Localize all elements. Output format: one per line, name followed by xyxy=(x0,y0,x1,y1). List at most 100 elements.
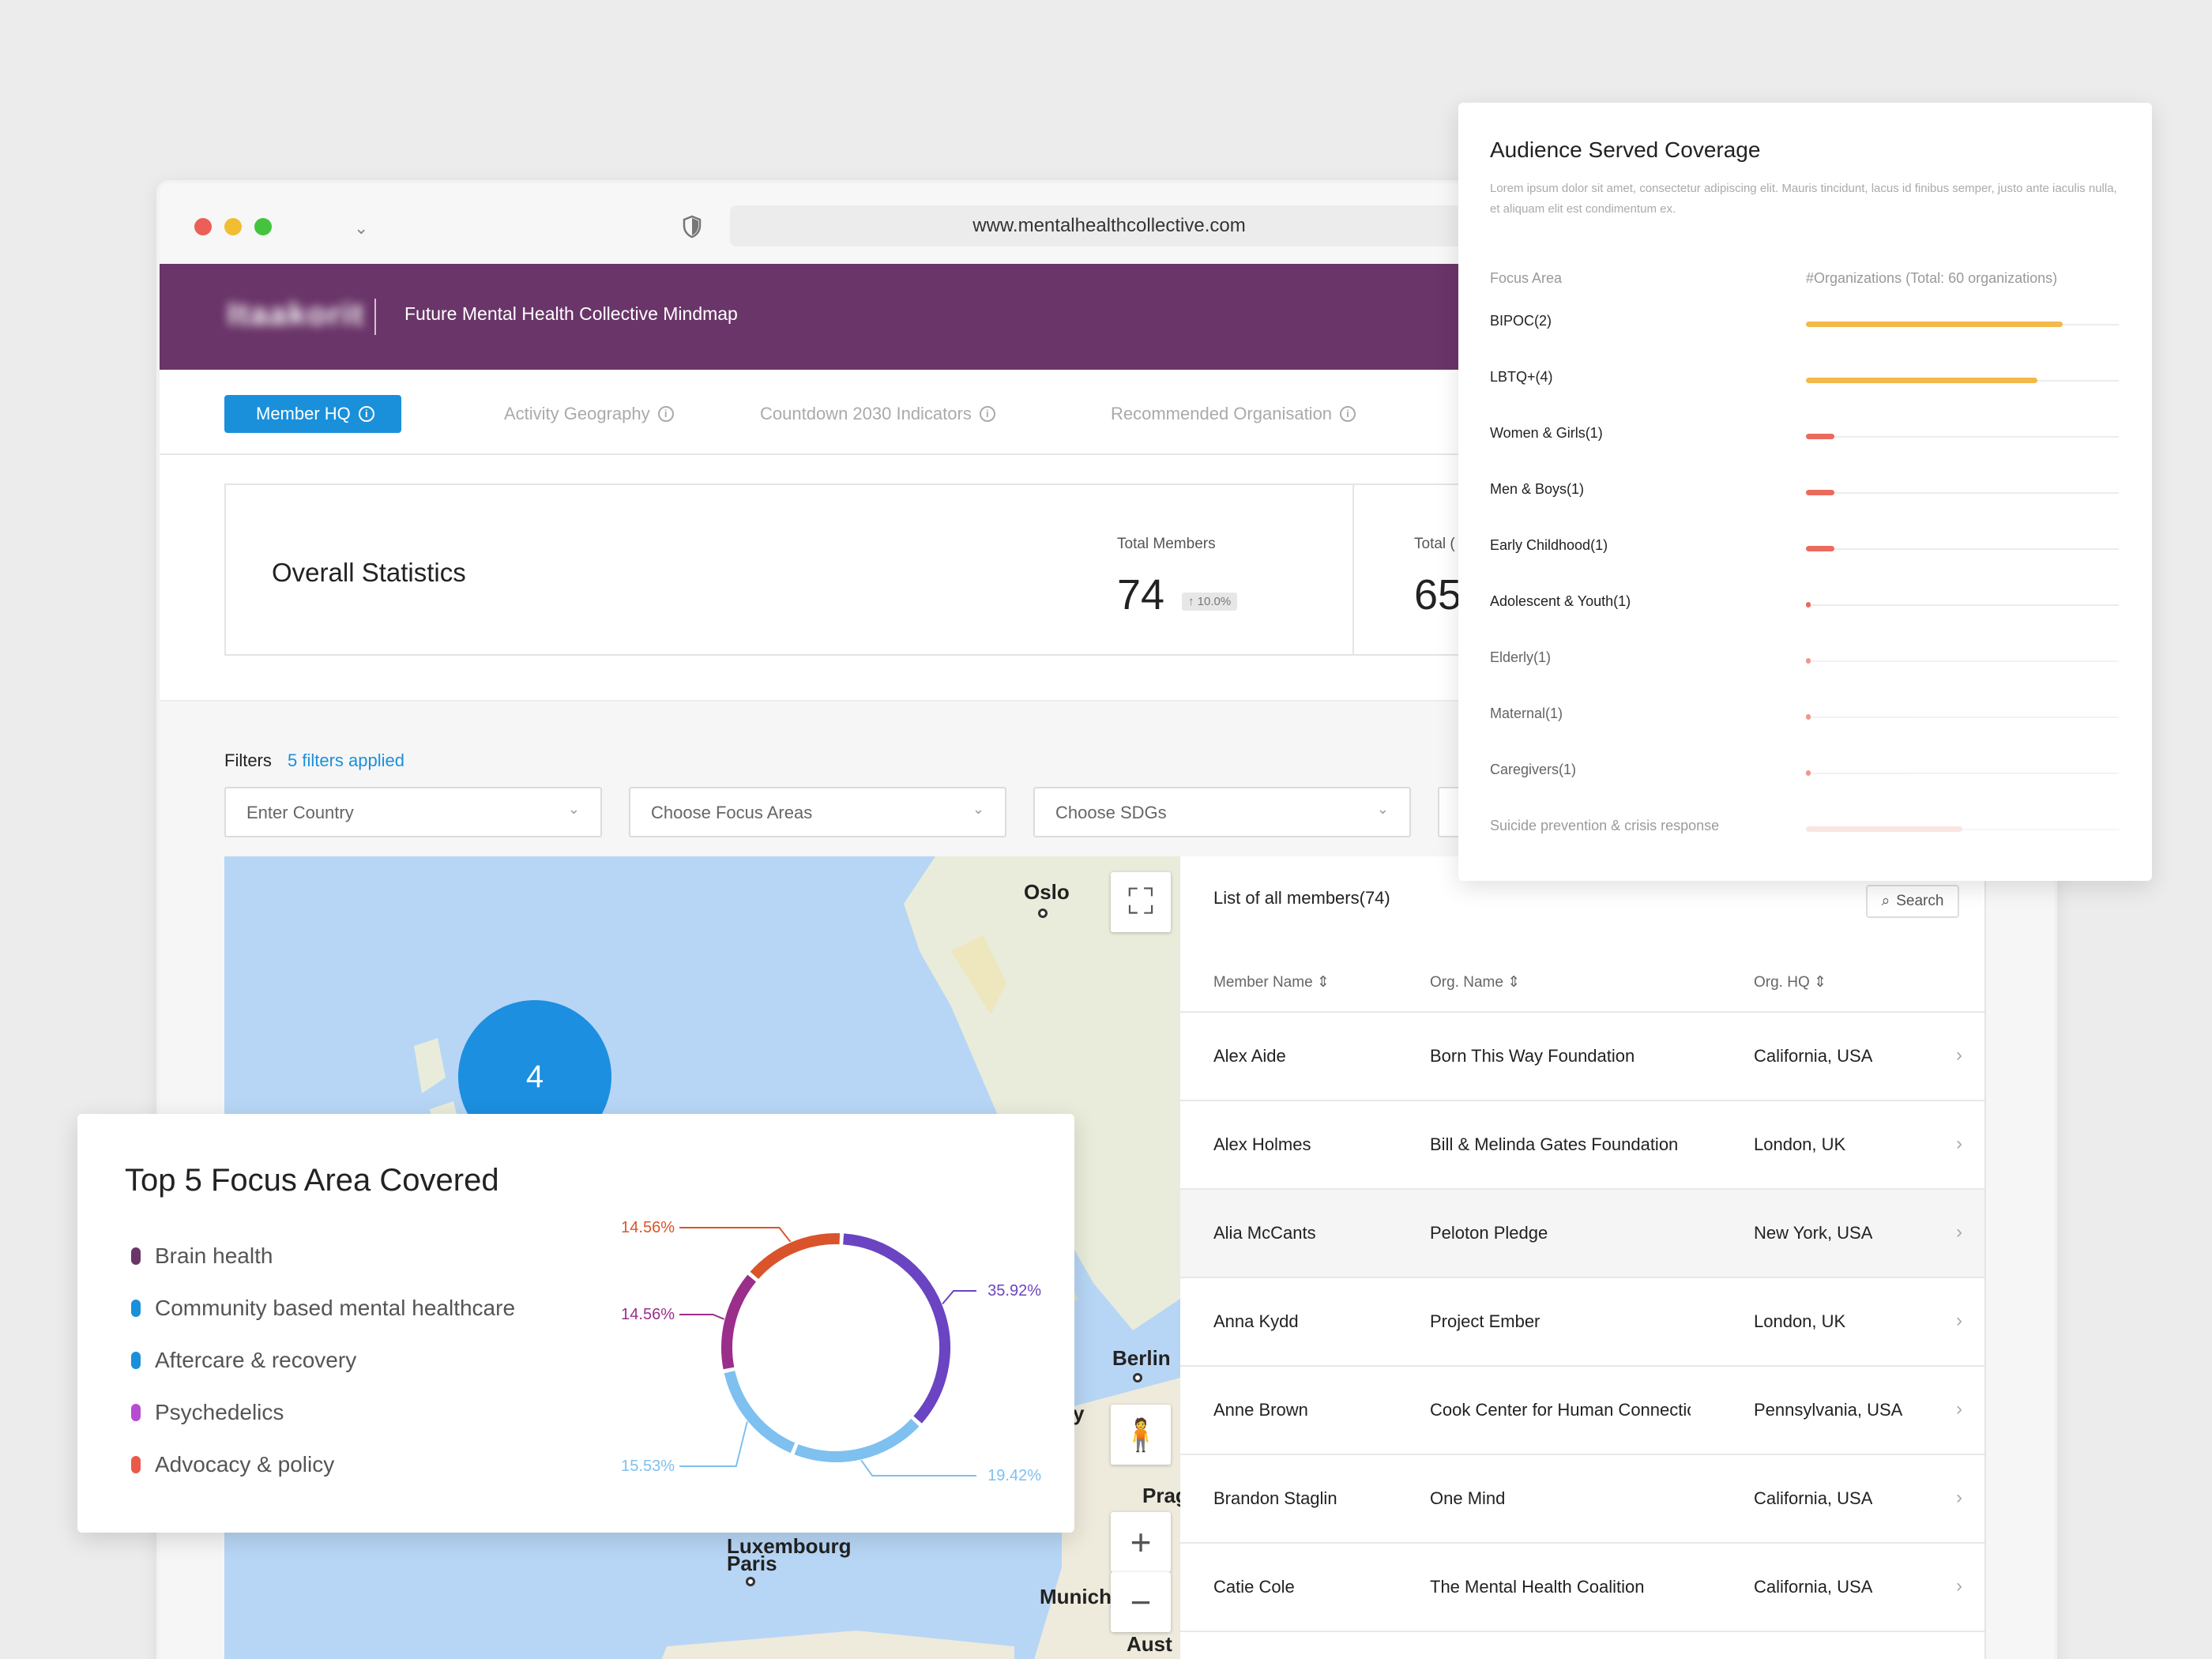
tab-recommended-organisation[interactable]: Recommended Organisation i xyxy=(1111,395,1356,433)
org-hq: California, USA xyxy=(1754,1488,1873,1508)
donut-leader-line xyxy=(679,1227,792,1243)
legend-swatch xyxy=(131,1456,141,1473)
audience-description: Lorem ipsum dolor sit amet, consectetur … xyxy=(1490,182,2117,216)
column-header-org-hq[interactable]: Org. HQ ⇕ xyxy=(1754,974,1826,991)
total-members-change-badge: ↑ 10.0% xyxy=(1182,592,1238,611)
audience-row-label: Early Childhood(1) xyxy=(1490,537,1608,553)
donut-leader-line xyxy=(860,1459,976,1477)
member-name: Anna Kydd xyxy=(1213,1311,1299,1331)
table-row[interactable]: Anne Brown Cook Center for Human Connect… xyxy=(1180,1365,1984,1454)
tab-label: Member HQ xyxy=(256,404,351,423)
city-marker xyxy=(746,1577,755,1586)
filters-label: Filters xyxy=(224,750,272,770)
city-marker xyxy=(1133,1373,1142,1382)
minimize-window-button[interactable] xyxy=(224,218,242,235)
table-row[interactable] xyxy=(1180,1631,1984,1659)
donut-slice[interactable] xyxy=(794,1418,920,1462)
city-marker xyxy=(1038,908,1048,918)
members-list-title: List of all members(74) xyxy=(1213,888,1390,908)
member-name: Anne Brown xyxy=(1213,1400,1308,1420)
table-row[interactable]: Brandon Staglin One Mind California, USA… xyxy=(1180,1454,1984,1542)
tab-member-hq[interactable]: Member HQ i xyxy=(224,395,401,433)
legend-swatch xyxy=(131,1247,141,1265)
chevron-right-icon: › xyxy=(1956,1398,1962,1420)
donut-label: 35.92% xyxy=(988,1282,1041,1300)
column-header-org-name[interactable]: Org. Name ⇕ xyxy=(1430,974,1521,991)
org-name: Bill & Melinda Gates Foundation xyxy=(1430,1134,1679,1154)
org-hq: California, USA xyxy=(1754,1577,1873,1597)
audience-row-label: Adolescent & Youth(1) xyxy=(1490,593,1631,609)
audience-row-label: LBTQ+(4) xyxy=(1490,369,1553,385)
chevron-down-icon: ⌄ xyxy=(1376,801,1389,817)
logo[interactable]: Itaakorit xyxy=(228,297,365,332)
donut-label: 14.56% xyxy=(621,1219,675,1236)
audience-row: BIPOC(2) xyxy=(1490,310,2120,341)
donut-slice[interactable] xyxy=(721,1274,757,1370)
filters-applied-link[interactable]: 5 filters applied xyxy=(288,750,404,770)
table-row[interactable]: Alex Aide Born This Way Foundation Calif… xyxy=(1180,1011,1984,1100)
donut-label: 19.42% xyxy=(988,1467,1041,1484)
table-row[interactable]: Alia McCants Peloton Pledge New York, US… xyxy=(1180,1188,1984,1277)
chevron-right-icon: › xyxy=(1956,1221,1962,1243)
fullscreen-icon[interactable]: ⛶ xyxy=(1111,872,1171,932)
audience-bar xyxy=(1806,378,2038,383)
org-name: Born This Way Foundation xyxy=(1430,1046,1635,1066)
chevron-down-icon[interactable]: ⌄ xyxy=(354,218,369,238)
tab-countdown-2030[interactable]: Countdown 2030 Indicators i xyxy=(760,395,995,433)
city-label: Aust xyxy=(1127,1632,1172,1656)
legend-label: Community based mental healthcare xyxy=(155,1296,516,1320)
chevron-right-icon: › xyxy=(1956,1133,1962,1154)
donut-slice[interactable] xyxy=(843,1233,950,1424)
audience-row: Early Childhood(1) xyxy=(1490,534,2120,566)
tab-label: Recommended Organisation xyxy=(1111,404,1333,423)
shield-icon[interactable] xyxy=(683,215,702,239)
tab-activity-geography[interactable]: Activity Geography i xyxy=(504,395,674,433)
audience-row-label: Caregivers(1) xyxy=(1490,762,1577,777)
donut-slice[interactable] xyxy=(724,1371,796,1454)
donut-slice[interactable] xyxy=(750,1233,841,1280)
audience-bar-track xyxy=(1806,492,2119,494)
audience-bar xyxy=(1806,490,1834,495)
audience-row-label: Suicide prevention & crisis response xyxy=(1490,818,1720,833)
info-icon: i xyxy=(358,406,374,422)
focus-donut-chart: 35.92% 19.42% 15.53% 14.56% 14.56% xyxy=(621,1219,1041,1484)
close-window-button[interactable] xyxy=(194,218,212,235)
search-button[interactable]: ⌕ Search xyxy=(1866,885,1959,918)
city-label: Prag xyxy=(1142,1484,1180,1507)
header-divider xyxy=(374,299,376,335)
members-list-panel: List of all members(74) ⌕ Search Member … xyxy=(1180,856,1986,1659)
info-icon: i xyxy=(979,406,995,422)
table-row[interactable]: Anna Kydd Project Ember London, UK › xyxy=(1180,1277,1984,1365)
audience-bar-track xyxy=(1806,717,2119,718)
org-name: Cook Center for Human Connection xyxy=(1430,1400,1691,1420)
org-hq: London, UK xyxy=(1754,1311,1846,1331)
country-select[interactable]: Enter Country ⌄ xyxy=(224,787,602,837)
table-row[interactable]: Catie Cole The Mental Health Coalition C… xyxy=(1180,1542,1984,1631)
street-view-pegman-icon[interactable]: 🧍 xyxy=(1111,1405,1171,1465)
audience-row-label: Elderly(1) xyxy=(1490,649,1552,665)
legend-label: Brain health xyxy=(155,1243,273,1268)
donut-label: 15.53% xyxy=(621,1458,675,1475)
table-row[interactable]: Alex Holmes Bill & Melinda Gates Foundat… xyxy=(1180,1100,1984,1188)
org-hq: Pennsylvania, USA xyxy=(1754,1400,1903,1420)
city-label: Munich xyxy=(1040,1585,1112,1608)
maximize-window-button[interactable] xyxy=(254,218,272,235)
zoom-in-button[interactable]: + xyxy=(1111,1512,1171,1572)
org-name: Peloton Pledge xyxy=(1430,1223,1548,1243)
member-name: Alia McCants xyxy=(1213,1223,1316,1243)
chevron-right-icon: › xyxy=(1956,1487,1962,1508)
audience-row: Caregivers(1) xyxy=(1490,758,2120,790)
organizations-column-header: #Organizations (Total: 60 organizations) xyxy=(1806,270,2058,286)
column-header-member-name[interactable]: Member Name ⇕ xyxy=(1213,974,1330,991)
audience-bar xyxy=(1806,658,1811,664)
donut-label: 14.56% xyxy=(621,1306,675,1323)
member-name: Brandon Staglin xyxy=(1213,1488,1337,1508)
tab-label: Activity Geography xyxy=(504,404,650,423)
focus-areas-placeholder: Choose Focus Areas xyxy=(651,803,813,822)
focus-areas-select[interactable]: Choose Focus Areas ⌄ xyxy=(629,787,1006,837)
legend-label: Advocacy & policy xyxy=(155,1452,335,1477)
zoom-out-button[interactable]: − xyxy=(1111,1572,1171,1632)
audience-row: Adolescent & Youth(1) xyxy=(1490,590,2120,622)
legend-item: Aftercare & recovery xyxy=(131,1348,356,1373)
sdgs-select[interactable]: Choose SDGs ⌄ xyxy=(1033,787,1411,837)
